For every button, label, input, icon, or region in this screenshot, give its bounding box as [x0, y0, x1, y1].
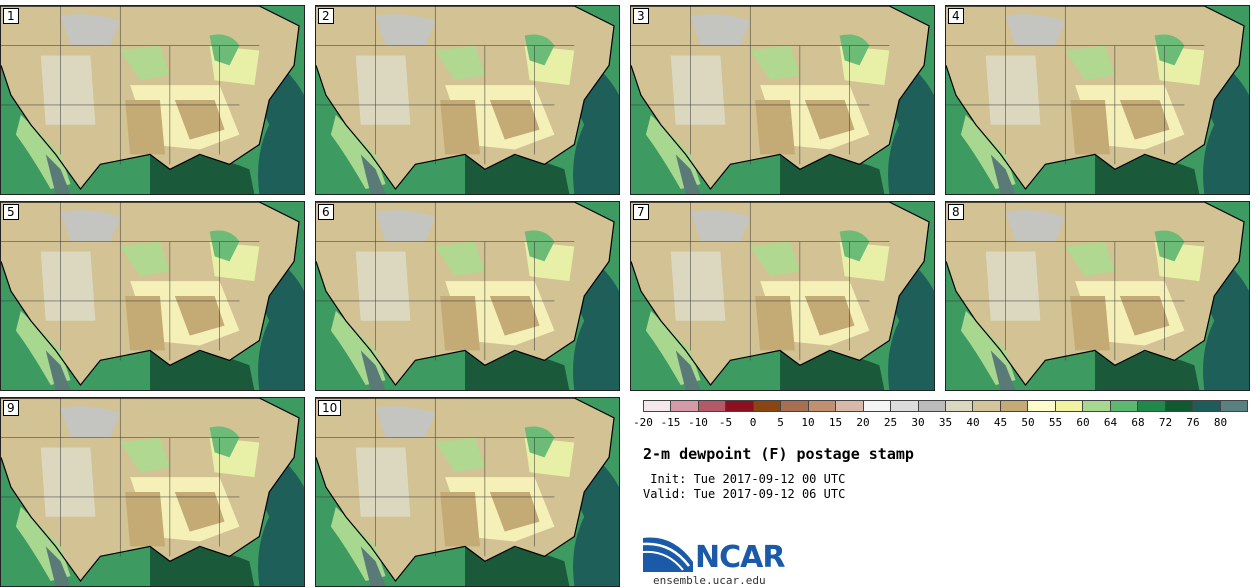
color-swatch — [1165, 401, 1194, 411]
color-swatch — [945, 401, 974, 411]
tick-label: -15 — [660, 416, 681, 429]
postage-stamp-map: 9 — [0, 397, 305, 587]
color-swatch — [1000, 401, 1029, 411]
tick-label: 10 — [801, 416, 815, 429]
stamp-number-label: 10 — [318, 400, 342, 416]
dewpoint-color-bar — [643, 400, 1248, 412]
stamp-number-label: 4 — [948, 8, 964, 24]
color-swatch — [1193, 401, 1221, 411]
tick-label: -20 — [633, 416, 653, 429]
color-swatch — [1138, 401, 1166, 411]
dewpoint-tick-labels: -20 -15 -10 -5 0 5 10 15 20 25 30 35 40 45 50 55 60 64 68 7… — [630, 416, 1250, 430]
postage-stamp-map: 2 — [315, 5, 620, 195]
postage-stamp-map: 5 — [0, 201, 305, 391]
stamp-number-label: 5 — [3, 204, 19, 220]
color-swatch — [1110, 401, 1139, 411]
tick-label: 68 — [1131, 416, 1145, 429]
tick-label: 45 — [993, 416, 1008, 429]
color-swatch — [973, 401, 1001, 411]
tick-label: 20 — [856, 416, 870, 429]
tick-label: 5 — [777, 416, 784, 429]
tick-label: 0 — [749, 416, 757, 429]
tick-label: 64 — [1103, 416, 1118, 429]
color-swatch — [863, 401, 892, 411]
stamp-number-label: 9 — [3, 400, 19, 416]
color-swatch — [1220, 401, 1247, 411]
ncar-logo-text: NCAR — [695, 540, 785, 575]
color-swatch — [1055, 401, 1084, 411]
stamp-number-label: 7 — [633, 204, 649, 220]
color-swatch — [753, 401, 782, 411]
tick-label: 15 — [828, 416, 843, 429]
color-swatch — [1028, 401, 1056, 411]
tick-label: 40 — [966, 416, 980, 429]
tick-label: 35 — [938, 416, 953, 429]
color-swatch — [671, 401, 699, 411]
tick-label: 30 — [911, 416, 925, 429]
color-swatch — [808, 401, 837, 411]
color-swatch — [781, 401, 809, 411]
valid-time: Valid: Tue 2017-09-12 06 UTC — [643, 487, 846, 501]
postage-stamp-map: 7 — [630, 201, 935, 391]
tick-label: 76 — [1186, 416, 1200, 429]
color-swatch — [918, 401, 946, 411]
postage-stamp-map: 4 — [945, 5, 1250, 195]
color-swatch — [644, 401, 672, 411]
tick-label: 80 — [1213, 416, 1228, 429]
color-swatch — [1083, 401, 1111, 411]
tick-label: -10 — [688, 416, 708, 429]
color-swatch — [698, 401, 727, 411]
ncar-logo-icon — [643, 537, 693, 572]
tick-label: -5 — [718, 416, 733, 429]
site-url: ensemble.ucar.edu — [653, 574, 766, 587]
postage-stamp-map: 1 — [0, 5, 305, 195]
tick-label: 55 — [1048, 416, 1063, 429]
tick-label: 72 — [1158, 416, 1173, 429]
stamp-number-label: 3 — [633, 8, 649, 24]
stamp-number-label: 1 — [3, 8, 19, 24]
stamp-number-label: 6 — [318, 204, 334, 220]
color-swatch — [891, 401, 919, 411]
postage-stamp-map: 6 — [315, 201, 620, 391]
stamp-number-label: 8 — [948, 204, 964, 220]
tick-label: 25 — [883, 416, 898, 429]
tick-label: 60 — [1076, 416, 1090, 429]
page-title: 2-m dewpoint (F) postage stamp — [643, 445, 914, 463]
postage-stamp-map: 3 — [630, 5, 935, 195]
postage-stamp-map: 8 — [945, 201, 1250, 391]
tick-label: 50 — [1021, 416, 1035, 429]
stamp-number-label: 2 — [318, 8, 334, 24]
postage-stamp-map: 10 — [315, 397, 620, 587]
init-time: Init: Tue 2017-09-12 00 UTC — [643, 472, 846, 486]
color-swatch — [726, 401, 754, 411]
color-swatch — [836, 401, 864, 411]
